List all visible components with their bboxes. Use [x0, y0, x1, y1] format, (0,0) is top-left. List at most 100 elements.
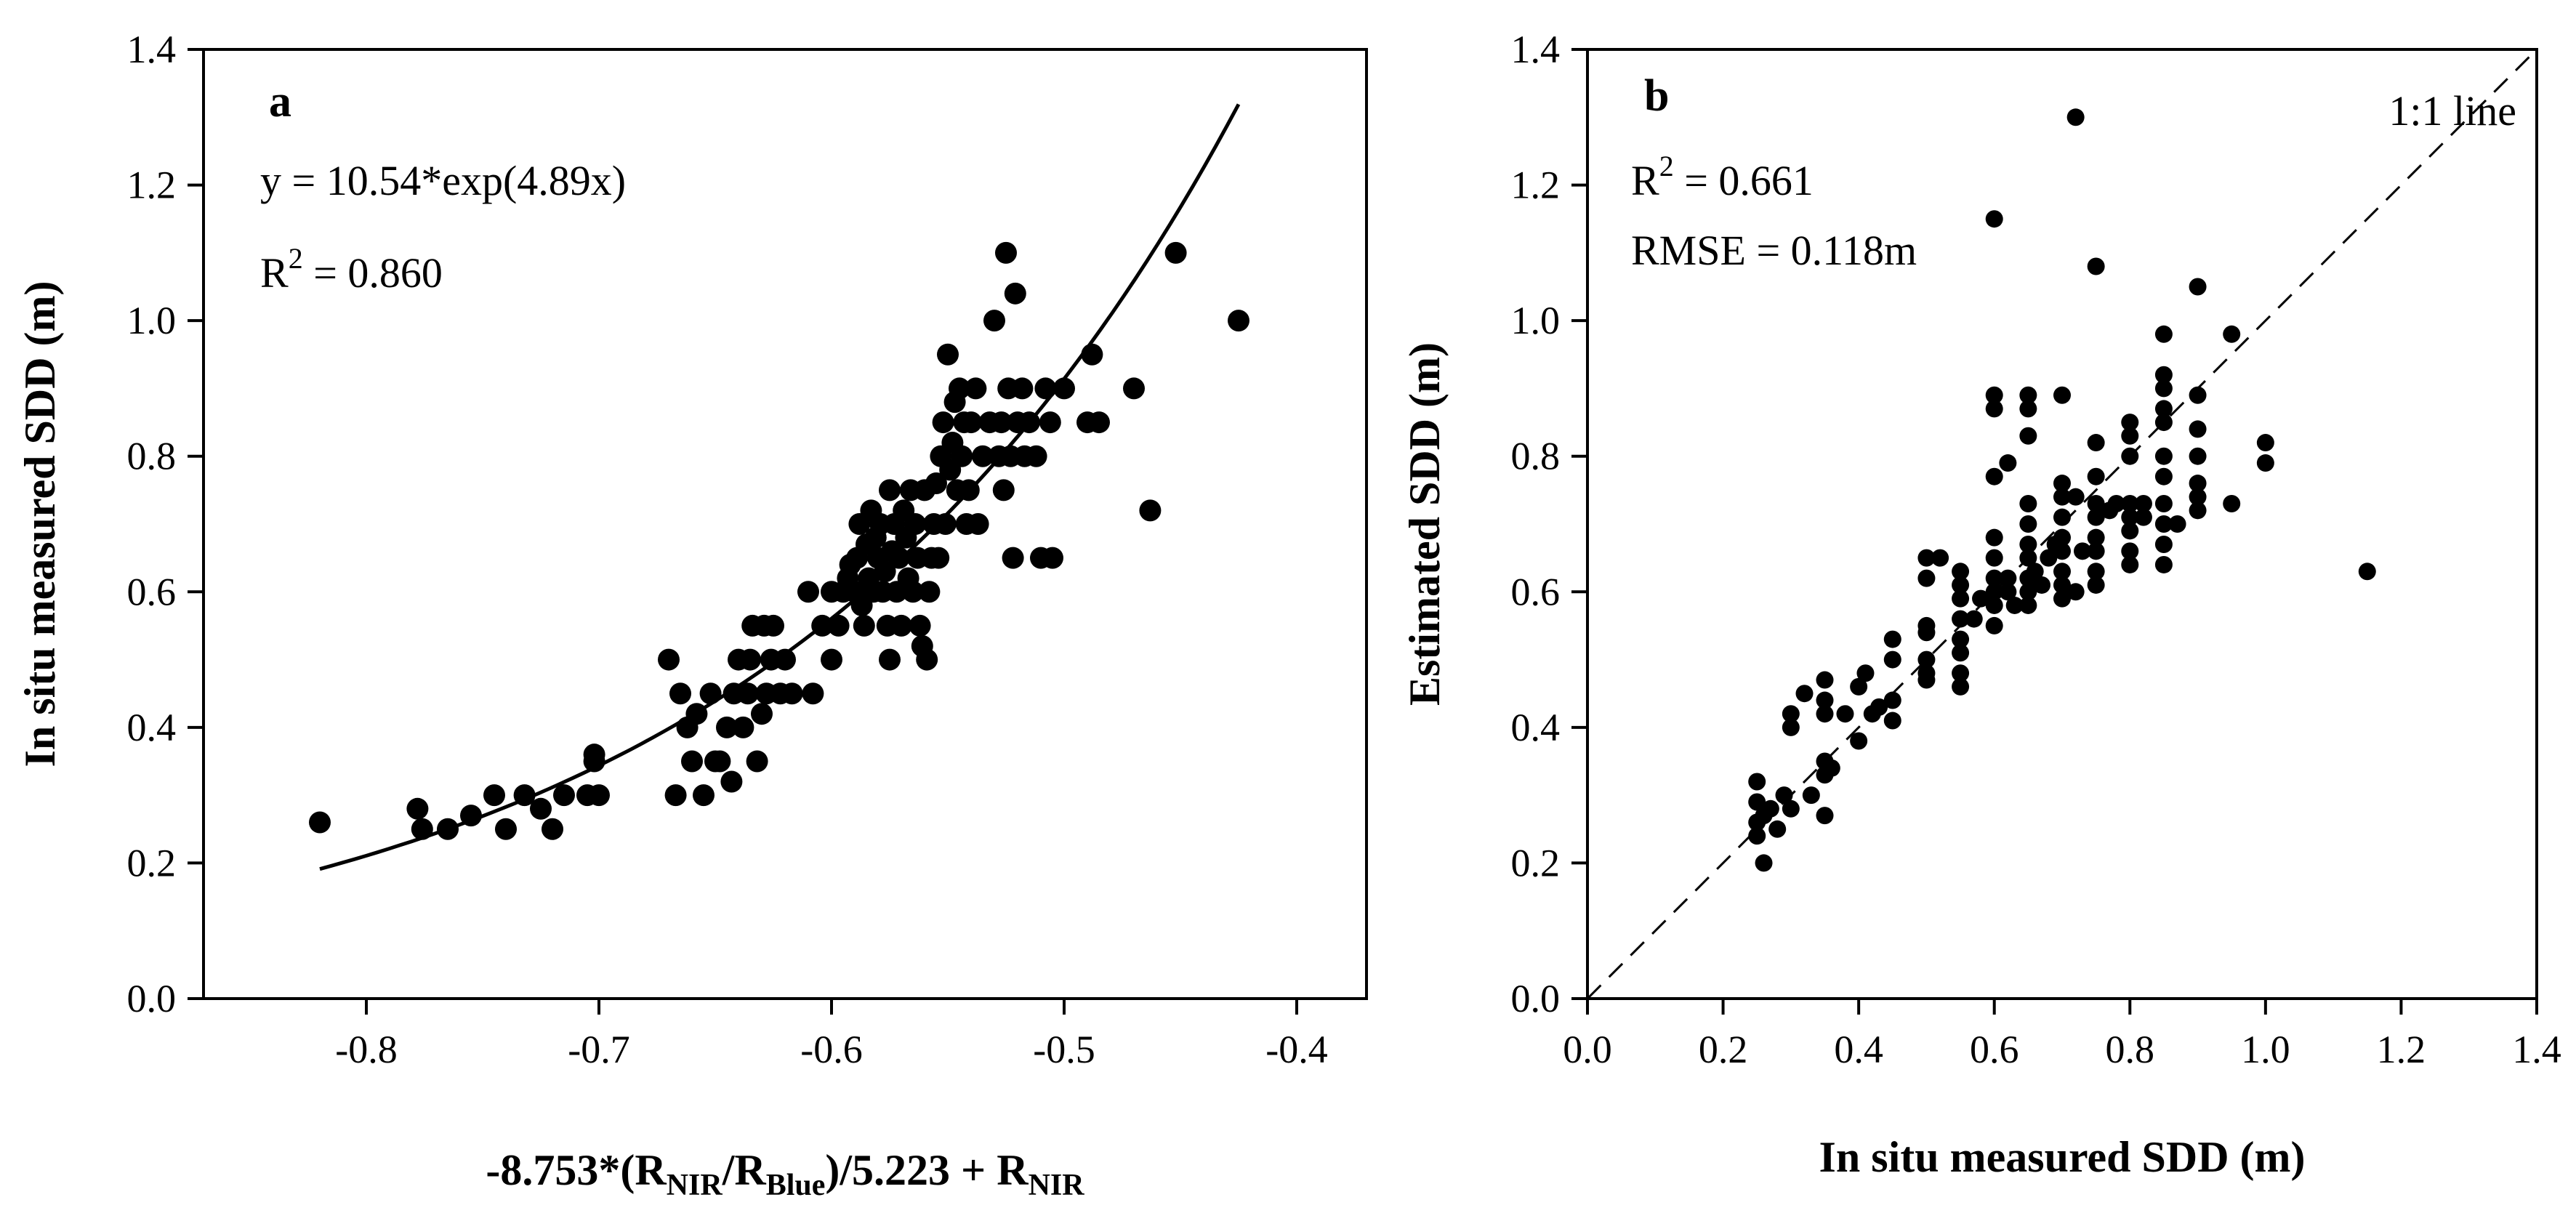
b-data-point: [1952, 677, 1970, 696]
b-data-point: [1782, 705, 1800, 723]
b-data-point: [2154, 400, 2173, 418]
b-data-point: [1917, 624, 1936, 642]
b-data-point: [1883, 691, 1901, 709]
a-data-point: [309, 811, 331, 834]
b-data-point: [1952, 563, 1970, 581]
a-data-point: [957, 479, 980, 501]
b-data-point: [2087, 257, 2105, 275]
a-data-point: [879, 648, 901, 671]
a-data-point: [685, 703, 708, 725]
b-data-point: [2256, 434, 2274, 452]
a-data-point: [1139, 499, 1162, 522]
a-data-point: [1081, 343, 1103, 366]
b-data-point: [1755, 854, 1773, 872]
a-data-point: [553, 784, 575, 807]
b-data-point: [2358, 563, 2376, 581]
a-data-point: [960, 411, 982, 434]
b-data-point: [1952, 610, 1970, 628]
b-data-point: [2053, 589, 2071, 608]
panel-a: -0.8 -0.7 -0.6 -0.5 -0.4 0.0 0.2 0.4 0.6 0.8 1.0 1…: [16, 28, 1368, 1202]
panel-a-xlabel-sub2: Blue: [766, 1169, 826, 1202]
a-data-point: [681, 750, 703, 773]
a-data-point: [1034, 377, 1057, 400]
b-x-tick-label: 0.2: [1699, 1028, 1748, 1071]
b-data-point: [2256, 454, 2274, 472]
a-data-point: [781, 682, 803, 705]
a-y-tick-label: 0.4: [127, 706, 177, 749]
b-x-tick-label: 1.4: [2512, 1028, 2561, 1071]
b-data-point: [2154, 379, 2173, 398]
a-data-point: [1053, 377, 1075, 400]
b-data-point: [2087, 576, 2105, 594]
a-data-point: [483, 784, 505, 807]
b-data-point: [1985, 549, 2003, 567]
b-data-point: [1917, 569, 1936, 587]
a-data-point: [669, 682, 691, 705]
b-x-tick-label: 0.8: [2106, 1028, 2155, 1071]
b-data-point: [1985, 386, 2003, 404]
b-data-point: [2121, 542, 2139, 560]
b-data-point: [1999, 583, 2017, 601]
a-data-point: [918, 581, 941, 603]
a-data-point: [720, 770, 743, 793]
b-data-point: [1985, 400, 2003, 418]
panel-b-line-label: 1:1 line: [2388, 87, 2516, 134]
b-data-point: [1985, 583, 2003, 601]
b-data-point: [1952, 589, 1970, 608]
a-data-point: [664, 784, 687, 807]
b-data-point: [2154, 414, 2173, 432]
b-data-point: [1985, 210, 2003, 228]
b-data-point: [2033, 576, 2051, 594]
a-x-tick-label: -0.8: [335, 1028, 397, 1071]
panel-a-plot-frame: [202, 48, 1368, 1000]
panel-a-equation: y = 10.54*exp(4.89x): [260, 157, 626, 204]
a-data-point: [411, 818, 433, 840]
a-data-point: [588, 784, 610, 807]
b-data-point: [2134, 495, 2152, 513]
b-data-point: [2154, 325, 2173, 343]
b-data-point: [2026, 563, 2044, 581]
b-data-point: [2223, 325, 2241, 343]
a-data-point: [693, 784, 715, 807]
b-data-point: [1985, 467, 2003, 485]
b-y-tick-label: 1.0: [1511, 299, 1561, 342]
a-data-point: [992, 479, 1015, 501]
b-data-point: [1850, 677, 1868, 696]
a-data-point: [879, 479, 901, 501]
b-y-tick-label: 1.2: [1511, 164, 1561, 207]
b-data-point: [2053, 386, 2071, 404]
b-data-point: [1883, 712, 1901, 730]
b-data-point: [1816, 671, 1834, 689]
b-data-point: [1985, 596, 2003, 614]
b-data-point: [2154, 366, 2173, 384]
b-data-point: [2121, 508, 2139, 526]
a-data-point: [406, 797, 429, 820]
panel-a-xlabel-part2: /R: [722, 1146, 767, 1194]
b-data-point: [2154, 515, 2173, 533]
b-data-point: [2121, 427, 2139, 445]
b-data-point: [2019, 549, 2037, 567]
panel-b-plot-frame: [1586, 48, 2538, 1000]
panel-a-r2-sup: 2: [289, 242, 303, 275]
a-data-point: [983, 310, 1005, 332]
b-x-tick-label: 1.0: [2241, 1028, 2290, 1071]
a-data-point: [583, 744, 605, 766]
b-data-point: [2019, 515, 2037, 533]
b-data-point: [1856, 664, 1875, 682]
a-data-point: [716, 716, 738, 738]
panel-b-r2-value: = 0.661: [1674, 157, 1814, 204]
panel-a-r2-prefix: R: [260, 249, 289, 297]
b-x-tick-label: 0.4: [1834, 1028, 1883, 1071]
a-data-point: [927, 547, 950, 569]
b-data-point: [2223, 495, 2241, 513]
a-data-point: [1228, 310, 1249, 332]
b-data-point: [1761, 799, 1779, 818]
b-data-point: [2154, 447, 2173, 465]
a-x-tick-label: -0.6: [800, 1028, 862, 1071]
a-data-point: [925, 472, 947, 495]
b-data-point: [2019, 583, 2037, 601]
b-data-point: [1748, 793, 1766, 811]
a-data-point: [751, 703, 773, 725]
a-data-point: [904, 513, 927, 535]
b-data-point: [2189, 386, 2207, 404]
